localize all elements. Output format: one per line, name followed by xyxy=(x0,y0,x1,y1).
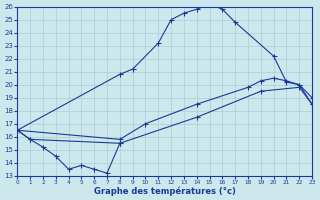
X-axis label: Graphe des températures (°c): Graphe des températures (°c) xyxy=(94,186,236,196)
